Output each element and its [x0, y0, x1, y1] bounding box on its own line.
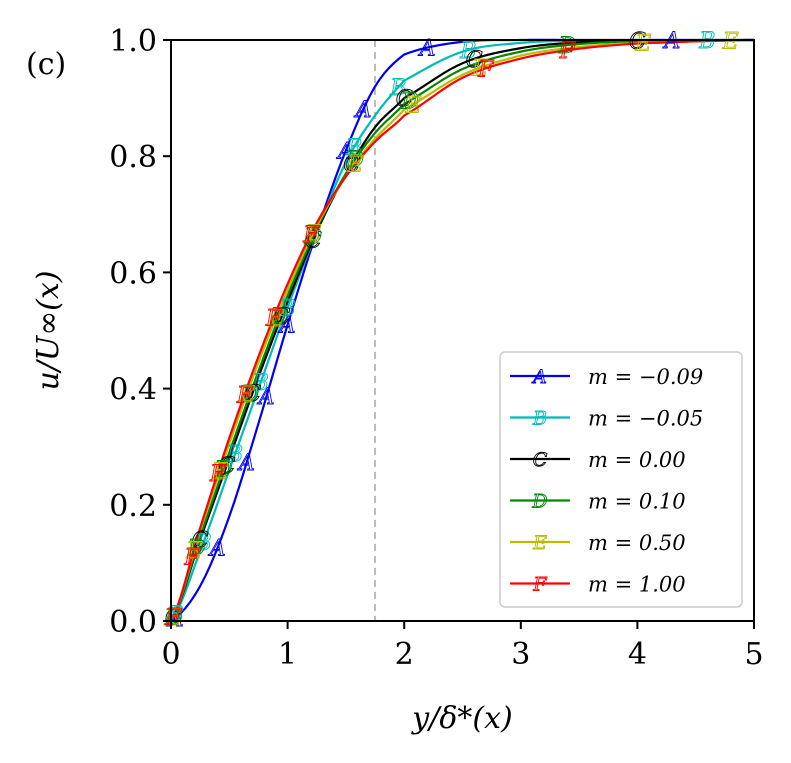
legend-label-2: m = −0.05 [588, 407, 703, 431]
series-6-marker: F [209, 462, 226, 487]
series-2-marker: B [389, 76, 406, 101]
series-6-marker: F [559, 39, 576, 64]
series-5-marker: E [211, 460, 228, 485]
legend-label-3: m = 0.00 [588, 448, 686, 472]
x-axis-label: y/δ*(x) [410, 701, 512, 736]
x-tick-label: 0 [161, 637, 180, 672]
series-1-marker: A [237, 451, 255, 476]
series-6-marker: F [477, 57, 494, 82]
series-2-marker: B [459, 39, 476, 64]
series-2-marker: B [698, 29, 715, 54]
panel-label: (c) [26, 47, 66, 82]
y-tick-label: 1.0 [109, 24, 157, 59]
x-tick-label: 4 [628, 637, 647, 672]
series-1-marker: A [208, 537, 226, 562]
series-5-marker: E [634, 32, 651, 57]
series-4-marker: D [240, 382, 259, 407]
series-1-marker: A [257, 385, 275, 410]
series-5-marker: E [471, 57, 488, 82]
series-3-marker: C [629, 30, 646, 55]
series-3-marker: C [466, 48, 483, 73]
x-tick-label: 2 [395, 637, 414, 672]
series-1-marker: A [418, 37, 436, 62]
series-4-marker: D [345, 148, 364, 173]
series-2-marker: B [252, 371, 269, 396]
series-4-marker: D [187, 536, 206, 561]
series-6-marker: F [236, 384, 253, 409]
y-tick-label: 0.2 [109, 489, 157, 524]
x-tick-label: 1 [278, 637, 297, 672]
legend-label-4: m = 0.10 [588, 490, 686, 514]
y-tick-label: 0.4 [109, 373, 157, 408]
series-5-marker: E [238, 383, 255, 408]
legend-marker-1: A [531, 366, 547, 388]
y-tick-label: 0.0 [109, 605, 157, 640]
series-3-marker: C [343, 152, 360, 177]
y-tick-label: 0.8 [109, 140, 157, 175]
legend-box [499, 351, 743, 608]
legend-label-5: m = 0.50 [588, 531, 686, 555]
y-tick-label: 0.6 [109, 256, 157, 291]
series-6-marker: F [302, 223, 319, 248]
x-tick-label: 5 [744, 637, 763, 672]
series-6-marker: F [165, 606, 182, 631]
series-3-marker: C [165, 606, 182, 631]
series-5-marker: E [346, 152, 363, 177]
series-1-marker: A [278, 314, 296, 339]
series-4-marker: D [303, 225, 322, 250]
legend-marker-2: B [532, 408, 547, 430]
series-3-marker: C [192, 529, 209, 554]
series-4-marker: D [270, 305, 289, 330]
y-axis-label: u/U∞(x) [31, 270, 66, 390]
legend-marker-5: E [532, 532, 547, 554]
series-5-marker: E [185, 539, 202, 564]
series-1-marker: A [662, 29, 680, 54]
series-3-marker: C [273, 305, 290, 330]
legend-marker-3: C [533, 449, 548, 471]
series-1-marker: A [166, 607, 184, 632]
legend-marker-6: F [532, 574, 547, 596]
series-1-marker: A [336, 139, 354, 164]
legend-marker-4: D [531, 491, 547, 513]
series-line-6 [171, 38, 754, 622]
series-5-marker: E [304, 222, 321, 247]
series-5-marker: E [722, 29, 739, 54]
series-3-marker: C [219, 454, 236, 479]
legend-label-6: m = 1.00 [588, 573, 686, 597]
axes: 0 1 2 3 4 5 0.0 0.2 0.4 0.6 0.8 1.0 y/δ*(x) u/U∞(x) [31, 24, 764, 736]
series-4-marker: D [214, 458, 233, 483]
series-2-marker: B [195, 531, 212, 556]
series-5-marker: E [267, 307, 284, 332]
series-6-marker: F [183, 545, 200, 570]
series-1-marker: A [353, 98, 371, 123]
series-2-marker: B [345, 136, 362, 161]
series-5-marker: E [164, 606, 181, 631]
series-6-marker: F [265, 307, 282, 332]
series-2-marker: B [226, 443, 243, 468]
series-4-marker: D [400, 90, 419, 115]
series-5-marker: E [404, 93, 421, 118]
series-4-marker: D [164, 606, 183, 631]
series-3-marker: C [305, 229, 322, 254]
series-3-marker: C [244, 382, 261, 407]
series-2-marker: B [279, 296, 296, 321]
legend-label-1: m = −0.09 [588, 365, 703, 389]
x-tick-label: 3 [511, 637, 530, 672]
series-3-marker: C [396, 87, 413, 112]
axes-frame [170, 39, 755, 622]
